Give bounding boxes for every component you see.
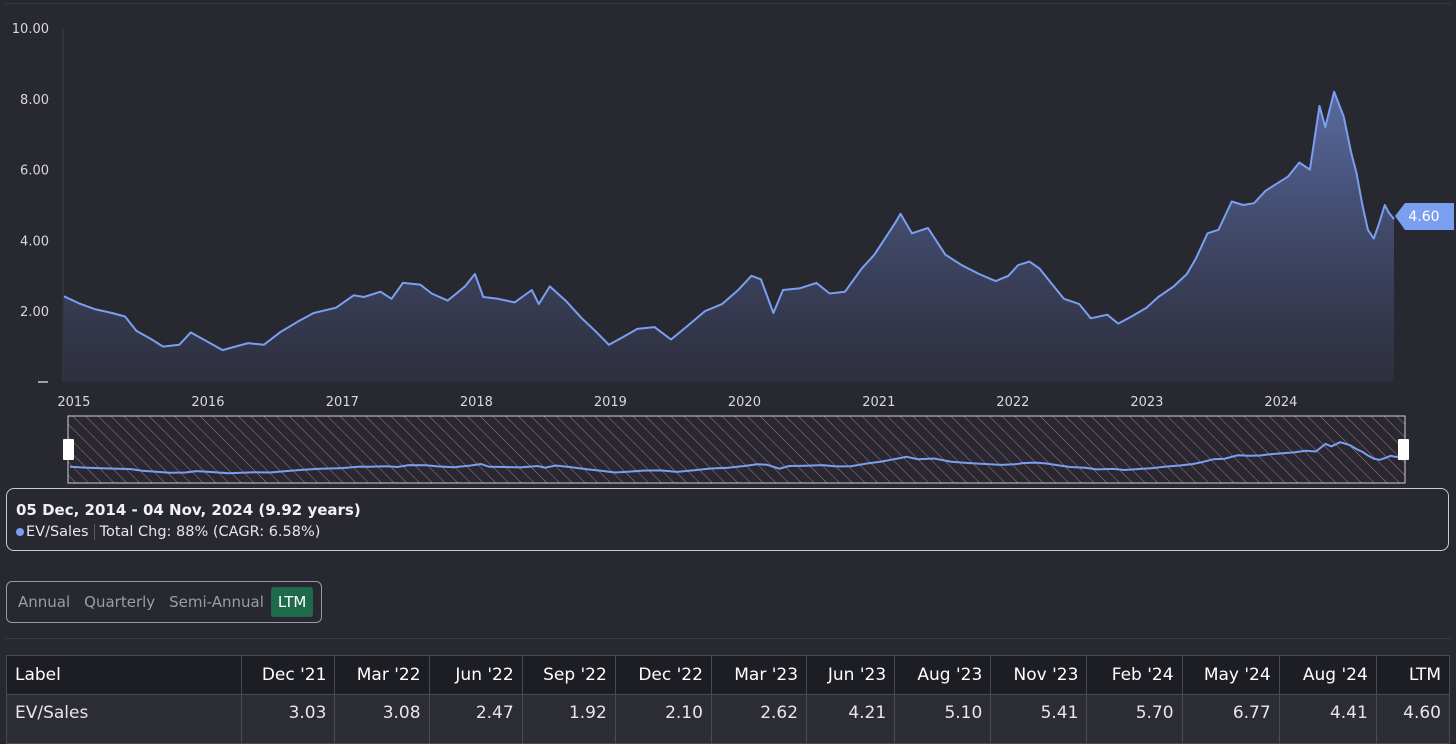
table-header-row: Label Dec '21 Mar '22 Jun '22 Sep '22 De… — [5, 655, 1451, 695]
tab-quarterly[interactable]: Quarterly — [84, 593, 156, 611]
x-tick-label: 2021 — [862, 395, 895, 410]
y-tick-label: 6.00 — [20, 164, 49, 179]
table-cell: 4.41 — [1278, 694, 1377, 744]
table-cell: EV/Sales — [5, 694, 243, 744]
x-tick-label: 2023 — [1130, 395, 1163, 410]
table-cell: 2.10 — [614, 694, 712, 744]
column-header[interactable]: Sep '22 — [521, 655, 616, 695]
table-cell: 5.10 — [894, 694, 992, 744]
table-cell: 5.70 — [1086, 694, 1183, 744]
total-change: Total Chg: 88% (CAGR: 6.58%) — [99, 524, 321, 540]
column-header[interactable]: Feb '24 — [1086, 655, 1183, 695]
x-tick-label: 2020 — [728, 395, 761, 410]
x-tick-label: 2019 — [594, 395, 627, 410]
table-cell: 4.60 — [1375, 694, 1451, 744]
x-axis-ticks: 2015 2016 2017 2018 2019 2020 2021 2022 2023 2024 — [57, 395, 1297, 410]
y-tick-label: 2.00 — [20, 305, 49, 320]
series-color-dot — [16, 528, 24, 536]
column-header[interactable]: Aug '23 — [894, 655, 992, 695]
y-tick-label: 4.00 — [20, 234, 49, 249]
table-cell: 3.03 — [241, 694, 336, 744]
y-tick-label: 10.00 — [12, 22, 49, 37]
series-name: EV/Sales — [26, 524, 95, 540]
column-header[interactable]: Mar '22 — [334, 655, 430, 695]
y-tick-label: 8.00 — [20, 93, 49, 108]
x-tick-label: 2024 — [1264, 395, 1297, 410]
section-divider — [5, 638, 1451, 639]
column-header[interactable]: Mar '23 — [710, 655, 808, 695]
tab-semi-annual[interactable]: Semi-Annual — [169, 593, 264, 611]
column-header[interactable]: Label — [5, 655, 243, 695]
tab-ltm[interactable]: LTM — [270, 587, 314, 617]
column-header[interactable]: Jun '23 — [806, 655, 896, 695]
period-tabs: Annual Quarterly Semi-Annual LTM — [6, 581, 322, 623]
last-value-label: 4.60 — [1408, 209, 1439, 225]
series-area — [64, 91, 1394, 382]
table-cell: 2.62 — [710, 694, 808, 744]
column-header[interactable]: Jun '22 — [428, 655, 523, 695]
table-cell: 2.47 — [428, 694, 523, 744]
range-summary: 05 Dec, 2014 - 04 Nov, 2024 (9.92 years)… — [6, 488, 1449, 551]
ev-sales-chart: 10.008.006.004.002.00 2015 2016 2017 2018 20… — [12, 22, 1454, 484]
table-row: EV/Sales 3.03 3.08 2.47 1.92 2.10 2.62 4… — [5, 694, 1451, 744]
navigator-left-handle[interactable] — [63, 439, 74, 460]
top-divider — [5, 3, 1451, 4]
column-header[interactable]: Nov '23 — [990, 655, 1088, 695]
series-line — [63, 90, 1395, 352]
x-tick-label: 2017 — [326, 395, 359, 410]
column-header[interactable]: May '24 — [1181, 655, 1280, 695]
table-cell: 4.21 — [806, 694, 896, 744]
x-tick-label: 2016 — [191, 395, 224, 410]
y-axis-ticks: 10.00 8.00 6.00 4.00 2.00 — [12, 22, 49, 383]
navigator-right-handle[interactable] — [1398, 439, 1409, 460]
column-header[interactable]: Dec '22 — [614, 655, 712, 695]
x-tick-label: 2018 — [460, 395, 493, 410]
table-cell: 5.41 — [990, 694, 1088, 744]
range-navigator[interactable] — [63, 415, 1409, 484]
last-value-badge-shape — [1395, 203, 1454, 230]
table-cell: 3.08 — [334, 694, 430, 744]
tab-annual[interactable]: Annual — [18, 593, 71, 611]
range-summary-row: EV/Sales Total Chg: 88% (CAGR: 6.58%) — [16, 524, 320, 540]
table-cell: 6.77 — [1181, 694, 1280, 744]
range-title: 05 Dec, 2014 - 04 Nov, 2024 (9.92 years) — [16, 501, 361, 519]
column-header[interactable]: LTM — [1375, 655, 1451, 695]
x-tick-label: 2015 — [57, 395, 90, 410]
navigator-window[interactable] — [67, 415, 1406, 484]
table-cell: 1.92 — [521, 694, 616, 744]
x-tick-label: 2022 — [996, 395, 1029, 410]
last-value-badge: 4.60 — [1395, 203, 1454, 230]
column-header[interactable]: Aug '24 — [1278, 655, 1377, 695]
column-header[interactable]: Dec '21 — [241, 655, 336, 695]
navigator-series-line — [69, 441, 1401, 475]
